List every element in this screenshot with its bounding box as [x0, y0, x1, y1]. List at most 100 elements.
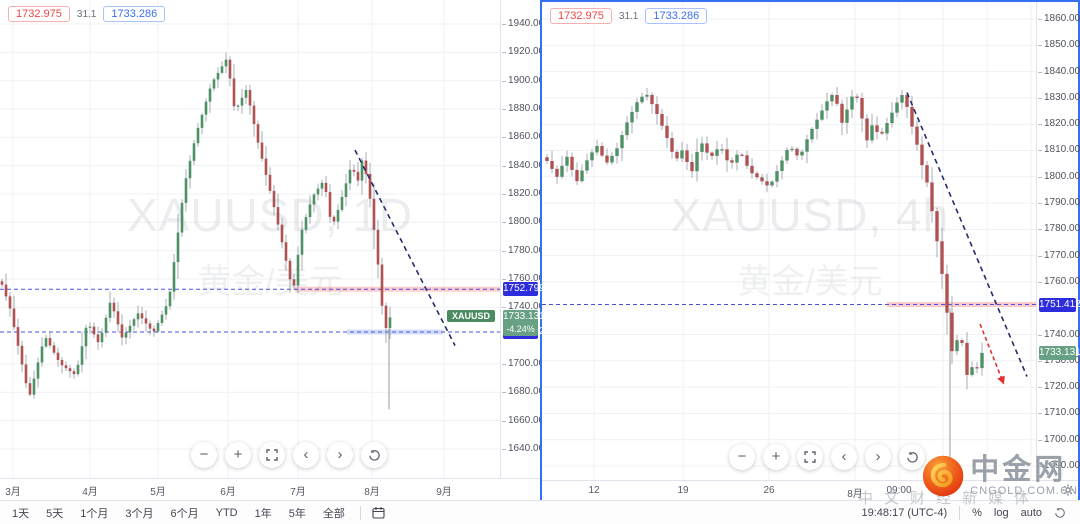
time-axis-4h[interactable]: 12 19 26 8月 09:00: [542, 480, 1078, 501]
candle: [975, 362, 979, 374]
range-button[interactable]: 全部: [321, 504, 347, 522]
axis-settings-gear-icon[interactable]: [1062, 483, 1074, 501]
price-chart-canvas-daily[interactable]: [0, 0, 500, 478]
candle: [52, 341, 56, 355]
candle: [388, 306, 392, 339]
range-button[interactable]: 5天: [44, 504, 65, 522]
candle: [152, 325, 156, 337]
chart-pane-daily[interactable]: XAUUSD, 1D 黄金/美元 1732.975 31.1 1733.286 …: [0, 0, 550, 500]
candle: [148, 320, 152, 336]
time-axis-daily[interactable]: 3月 4月 5月 6月 7月 8月 9月: [0, 478, 540, 499]
range-button[interactable]: 5年: [287, 504, 308, 522]
pan-left-button[interactable]: ‹: [831, 444, 857, 470]
y-axis-label: 1920.000: [502, 46, 550, 57]
pan-left-button[interactable]: ‹: [293, 442, 319, 468]
bid-price-badge[interactable]: 1732.975: [8, 6, 70, 22]
candle: [685, 144, 689, 170]
x-axis-label: 5月: [150, 487, 166, 498]
range-selector-group: 1天 5天 1个月 3个月 6个月 YTD 1年 5年 全部: [0, 504, 347, 522]
level-price-badge: 1752.799: [503, 282, 545, 296]
zoom-in-button[interactable]: +: [763, 444, 789, 470]
candle: [665, 116, 669, 148]
y-axis-label: 1710.000: [1038, 407, 1080, 418]
pan-right-button[interactable]: ›: [327, 442, 353, 468]
goto-date-calendar-icon[interactable]: [372, 506, 385, 519]
candle: [120, 314, 124, 346]
candle: [368, 162, 372, 208]
candle: [240, 88, 244, 114]
candle: [280, 217, 284, 249]
range-button[interactable]: YTD: [215, 506, 238, 519]
candle: [620, 131, 624, 162]
last-price-badge: 1733.131: [1039, 346, 1080, 360]
candle: [820, 104, 824, 122]
candle: [775, 165, 779, 188]
candle: [580, 164, 584, 183]
candle: [352, 164, 356, 177]
y-axis-label: 1820.000: [502, 188, 550, 199]
candle: [925, 161, 929, 187]
pan-right-button[interactable]: ›: [865, 444, 891, 470]
y-axis-label: 1810.000: [1038, 144, 1080, 155]
y-axis-label: 1660.000: [502, 415, 550, 426]
zoom-in-button[interactable]: +: [225, 442, 251, 468]
candle: [560, 155, 564, 179]
candle: [276, 193, 280, 231]
toolbar-divider: [359, 505, 361, 520]
price-chart-canvas-4h[interactable]: [542, 2, 1036, 480]
candle: [72, 368, 76, 379]
candle: [272, 184, 276, 216]
y-axis-label: 1770.000: [1038, 250, 1080, 261]
candle: [292, 273, 296, 290]
reset-scale-icon[interactable]: [1054, 507, 1066, 519]
candle: [332, 215, 336, 226]
y-axis-label: 1640.000: [502, 443, 550, 454]
range-button[interactable]: 1个月: [78, 504, 110, 522]
chart-pane-4h-selected[interactable]: XAUUSD, 4h 黄金/美元 1732.975 31.1 1733.286 …: [540, 0, 1080, 501]
x-axis-label: 9月: [436, 487, 452, 498]
price-axis-4h[interactable]: 1860.000 1850.000 1840.000 1830.000 1820.000…: [1036, 2, 1080, 480]
toggle-auto[interactable]: auto: [1020, 506, 1042, 519]
range-button[interactable]: 1年: [253, 504, 274, 522]
y-axis-label: 1760.000: [1038, 276, 1080, 287]
candle: [20, 340, 24, 373]
toggle-log[interactable]: log: [993, 506, 1009, 519]
candle: [695, 138, 699, 182]
spread-value: 31.1: [618, 10, 639, 22]
candle: [48, 331, 52, 348]
range-button[interactable]: 3个月: [123, 504, 155, 522]
x-axis-label: 6月: [220, 487, 236, 498]
candle: [60, 357, 64, 374]
candle: [860, 92, 864, 133]
bid-price-badge[interactable]: 1732.975: [550, 8, 612, 24]
candle: [176, 214, 180, 279]
ask-price-badge[interactable]: 1733.286: [103, 6, 166, 22]
candle: [144, 310, 148, 332]
reset-button[interactable]: [899, 444, 925, 470]
y-axis-label: 1860.000: [502, 131, 550, 142]
quote-badges: 1732.975 31.1 1733.286: [550, 8, 708, 24]
candle: [168, 288, 172, 310]
scale-button[interactable]: [797, 444, 823, 470]
reset-button[interactable]: [361, 442, 387, 468]
zoom-out-button[interactable]: −: [729, 444, 755, 470]
candle: [284, 234, 288, 271]
series-price-label[interactable]: XAUUSD: [447, 310, 496, 322]
toolbar-divider: [959, 505, 961, 520]
candle: [575, 162, 579, 185]
candle: [112, 297, 116, 318]
toggle-%[interactable]: %: [972, 506, 982, 519]
range-button[interactable]: 6个月: [169, 504, 201, 522]
scale-button[interactable]: [259, 442, 285, 468]
candle: [555, 165, 559, 185]
range-button[interactable]: 1天: [10, 504, 31, 522]
price-axis-daily[interactable]: 1940.000 1920.000 1900.000 1880.000 1860.000…: [500, 0, 550, 478]
candle: [64, 361, 68, 371]
candle: [870, 113, 874, 144]
candle: [785, 147, 789, 164]
candle: [304, 213, 308, 234]
ask-price-badge[interactable]: 1733.286: [645, 8, 708, 24]
y-axis-label: 1840.000: [502, 160, 550, 171]
candle: [32, 370, 36, 399]
zoom-out-button[interactable]: −: [191, 442, 217, 468]
